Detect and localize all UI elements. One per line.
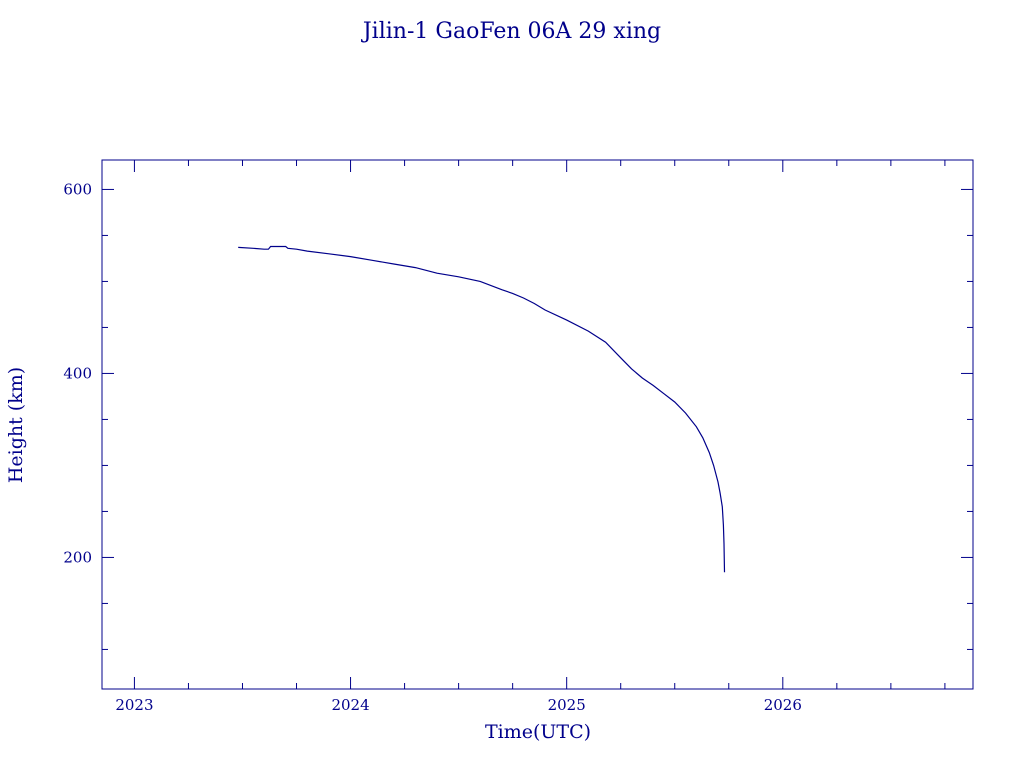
- x-tick-label: 2026: [764, 696, 802, 714]
- plot-axes: 2023 2024 2025 2026 200 400 600: [63, 159, 974, 714]
- plot-frame: [101, 159, 974, 690]
- height-series-line-0: [238, 245, 726, 573]
- x-tick-label: 2024: [331, 696, 369, 714]
- x-tick-label: 2025: [548, 696, 586, 714]
- x-axis-tick-labels: 2023 2024 2025 2026: [115, 696, 802, 714]
- x-axis-label: Time(UTC): [485, 721, 591, 743]
- chart-title: Jilin-1 GaoFen 06A 29 xing: [361, 19, 661, 44]
- y-axis-label: Height (km): [5, 367, 27, 483]
- y-tick-label: 600: [63, 180, 92, 198]
- x-tick-label: 2023: [115, 696, 153, 714]
- y-axis-tick-labels: 200 400 600: [63, 180, 92, 566]
- x-axis-ticks: [133, 160, 946, 689]
- y-axis-ticks: [102, 188, 973, 650]
- series-group: [238, 245, 726, 573]
- y-tick-label: 200: [63, 548, 92, 566]
- y-tick-label: 400: [63, 364, 92, 382]
